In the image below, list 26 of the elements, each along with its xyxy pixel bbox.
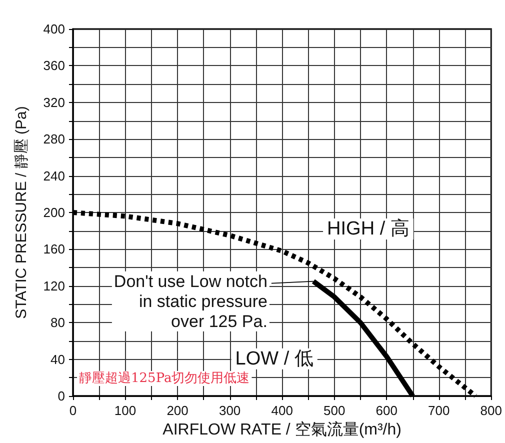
y-axis-title: STATIC PRESSURE / 靜壓 (Pa): [13, 106, 30, 319]
y-tick-label: 400: [43, 22, 65, 36]
y-tick-label: 200: [43, 205, 65, 220]
x-tick-label: 800: [480, 403, 502, 418]
x-tick-label: 300: [218, 403, 241, 418]
x-tick-label: 0: [69, 403, 77, 418]
y-tick-label: 320: [43, 94, 65, 110]
annotation: Don't use Low notch in static pressure over 125 Pa.: [114, 272, 268, 331]
x-tick-label: 200: [166, 403, 188, 418]
annotation: 靜壓超過125Pa切勿使用低速: [79, 371, 250, 386]
y-tick-label: 360: [43, 58, 65, 74]
y-tick-label: 0: [58, 388, 65, 404]
series-label: HIGH / 高: [327, 217, 410, 240]
y-tick-label: 80: [50, 315, 65, 330]
x-axis-title: AIRFLOW RATE / 空氣流量(m³/h): [162, 420, 402, 438]
x-tick-label: 600: [376, 403, 398, 418]
y-tick-label: 40: [50, 352, 65, 367]
text: LOW / 低: [235, 348, 314, 370]
y-tick-label: 240: [43, 168, 65, 184]
y-tick-label: 160: [43, 242, 65, 257]
x-tick-label: 700: [428, 403, 450, 418]
y-tick-label: 280: [43, 132, 65, 147]
y-tick-label: 120: [43, 278, 65, 294]
x-tick-label: 100: [114, 403, 136, 418]
x-tick-label: 500: [323, 403, 346, 418]
x-tick-label: 400: [271, 403, 293, 418]
